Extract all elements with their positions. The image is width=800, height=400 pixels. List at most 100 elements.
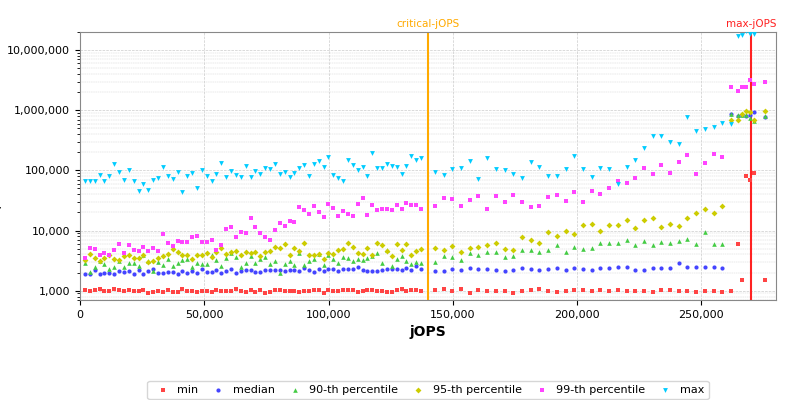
max bbox=[278, 169, 291, 176]
min bbox=[542, 288, 554, 294]
min bbox=[254, 287, 266, 294]
90-th percentile bbox=[220, 254, 233, 261]
90-th percentile bbox=[322, 252, 335, 258]
99-th percentile bbox=[664, 170, 677, 176]
min bbox=[122, 287, 135, 293]
99-th percentile bbox=[220, 226, 233, 232]
max bbox=[524, 159, 537, 165]
95-th percentile bbox=[731, 117, 744, 124]
90-th percentile bbox=[269, 257, 282, 264]
95-th percentile bbox=[646, 214, 659, 221]
95-th percentile bbox=[698, 205, 711, 212]
90-th percentile bbox=[239, 260, 252, 266]
90-th percentile bbox=[748, 118, 761, 124]
95-th percentile bbox=[594, 228, 606, 234]
90-th percentile bbox=[225, 250, 238, 256]
max bbox=[594, 165, 606, 172]
max bbox=[288, 170, 301, 176]
min bbox=[533, 286, 546, 292]
min bbox=[405, 286, 418, 293]
median bbox=[366, 268, 378, 274]
95-th percentile bbox=[438, 247, 450, 253]
median bbox=[327, 265, 340, 272]
max bbox=[410, 156, 422, 163]
90-th percentile bbox=[346, 258, 359, 265]
median bbox=[113, 268, 126, 274]
max bbox=[744, 31, 757, 37]
min bbox=[577, 287, 590, 294]
90-th percentile bbox=[307, 256, 320, 262]
min bbox=[446, 288, 458, 294]
max bbox=[98, 178, 111, 184]
min bbox=[361, 287, 374, 294]
max bbox=[490, 166, 502, 172]
median bbox=[93, 270, 106, 277]
max bbox=[93, 172, 106, 178]
95-th percentile bbox=[200, 250, 213, 256]
median bbox=[176, 268, 189, 275]
median bbox=[264, 267, 277, 274]
median bbox=[550, 265, 563, 272]
99-th percentile bbox=[318, 214, 330, 220]
median bbox=[690, 264, 702, 270]
90-th percentile bbox=[200, 261, 213, 268]
min bbox=[171, 289, 184, 295]
min bbox=[162, 287, 174, 294]
min bbox=[346, 286, 359, 293]
max bbox=[78, 177, 91, 184]
90-th percentile bbox=[278, 261, 291, 267]
min bbox=[629, 288, 642, 294]
95-th percentile bbox=[664, 221, 677, 227]
95-th percentile bbox=[414, 246, 427, 252]
90-th percentile bbox=[498, 254, 511, 261]
min bbox=[98, 288, 111, 294]
max bbox=[542, 172, 554, 179]
90-th percentile bbox=[234, 264, 247, 270]
max bbox=[620, 164, 633, 170]
min bbox=[376, 288, 389, 294]
95-th percentile bbox=[681, 215, 694, 221]
90-th percentile bbox=[127, 260, 140, 267]
95-th percentile bbox=[142, 258, 154, 265]
95-th percentile bbox=[244, 250, 257, 256]
99-th percentile bbox=[98, 250, 111, 256]
median bbox=[230, 270, 242, 276]
95-th percentile bbox=[410, 248, 422, 254]
max bbox=[577, 166, 590, 172]
90-th percentile bbox=[78, 260, 91, 266]
99-th percentile bbox=[602, 185, 615, 191]
min bbox=[312, 287, 325, 294]
median bbox=[283, 267, 296, 273]
min bbox=[244, 287, 257, 293]
99-th percentile bbox=[498, 199, 511, 206]
max bbox=[611, 181, 624, 188]
99-th percentile bbox=[577, 199, 590, 206]
90-th percentile bbox=[638, 238, 650, 244]
99-th percentile bbox=[620, 180, 633, 186]
90-th percentile bbox=[327, 256, 340, 262]
99-th percentile bbox=[346, 213, 359, 220]
95-th percentile bbox=[249, 249, 262, 256]
99-th percentile bbox=[410, 202, 422, 208]
max bbox=[586, 174, 598, 180]
90-th percentile bbox=[490, 249, 502, 256]
95-th percentile bbox=[307, 252, 320, 258]
max bbox=[381, 161, 394, 167]
90-th percentile bbox=[698, 229, 711, 235]
95-th percentile bbox=[293, 248, 306, 254]
min bbox=[646, 289, 659, 296]
max bbox=[438, 172, 450, 178]
min bbox=[118, 288, 130, 294]
95-th percentile bbox=[381, 248, 394, 255]
max bbox=[146, 177, 159, 184]
90-th percentile bbox=[312, 251, 325, 257]
99-th percentile bbox=[638, 165, 650, 172]
95-th percentile bbox=[390, 241, 403, 247]
90-th percentile bbox=[405, 261, 418, 267]
95-th percentile bbox=[740, 108, 753, 114]
99-th percentile bbox=[672, 159, 685, 165]
min bbox=[716, 288, 729, 295]
95-th percentile bbox=[735, 110, 748, 117]
max bbox=[405, 153, 418, 160]
min bbox=[283, 288, 296, 294]
